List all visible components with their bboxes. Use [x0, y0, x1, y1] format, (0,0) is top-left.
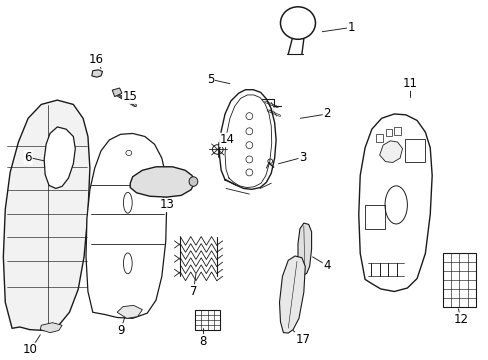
- Text: 10: 10: [23, 343, 38, 356]
- Bar: [385, 129, 391, 136]
- Polygon shape: [112, 88, 122, 96]
- Text: 5: 5: [206, 73, 214, 86]
- Text: 16: 16: [88, 53, 103, 66]
- Text: 13: 13: [159, 198, 174, 211]
- Polygon shape: [117, 305, 142, 318]
- Bar: [404, 139, 425, 162]
- Text: 17: 17: [295, 333, 310, 346]
- Text: 6: 6: [24, 151, 32, 164]
- Text: 9: 9: [117, 324, 124, 337]
- Ellipse shape: [189, 177, 198, 186]
- Text: 1: 1: [347, 21, 354, 34]
- Text: 3: 3: [299, 151, 306, 164]
- Bar: [195, 310, 220, 330]
- Bar: [365, 205, 384, 229]
- Text: 15: 15: [122, 90, 138, 103]
- Polygon shape: [3, 100, 90, 330]
- Polygon shape: [297, 223, 311, 275]
- Text: 7: 7: [189, 285, 197, 298]
- Polygon shape: [40, 323, 62, 333]
- Text: 11: 11: [402, 77, 416, 90]
- Text: 4: 4: [323, 259, 330, 272]
- Bar: [442, 252, 475, 307]
- Bar: [393, 127, 400, 135]
- Text: 14: 14: [220, 134, 235, 147]
- Bar: [375, 134, 382, 142]
- Polygon shape: [358, 114, 431, 292]
- Polygon shape: [279, 256, 305, 333]
- Text: 8: 8: [199, 335, 206, 348]
- Polygon shape: [92, 70, 102, 77]
- Text: 2: 2: [323, 108, 330, 121]
- Polygon shape: [130, 167, 195, 197]
- Polygon shape: [379, 141, 402, 162]
- Text: 12: 12: [452, 313, 468, 326]
- Polygon shape: [44, 127, 75, 188]
- Polygon shape: [86, 134, 166, 318]
